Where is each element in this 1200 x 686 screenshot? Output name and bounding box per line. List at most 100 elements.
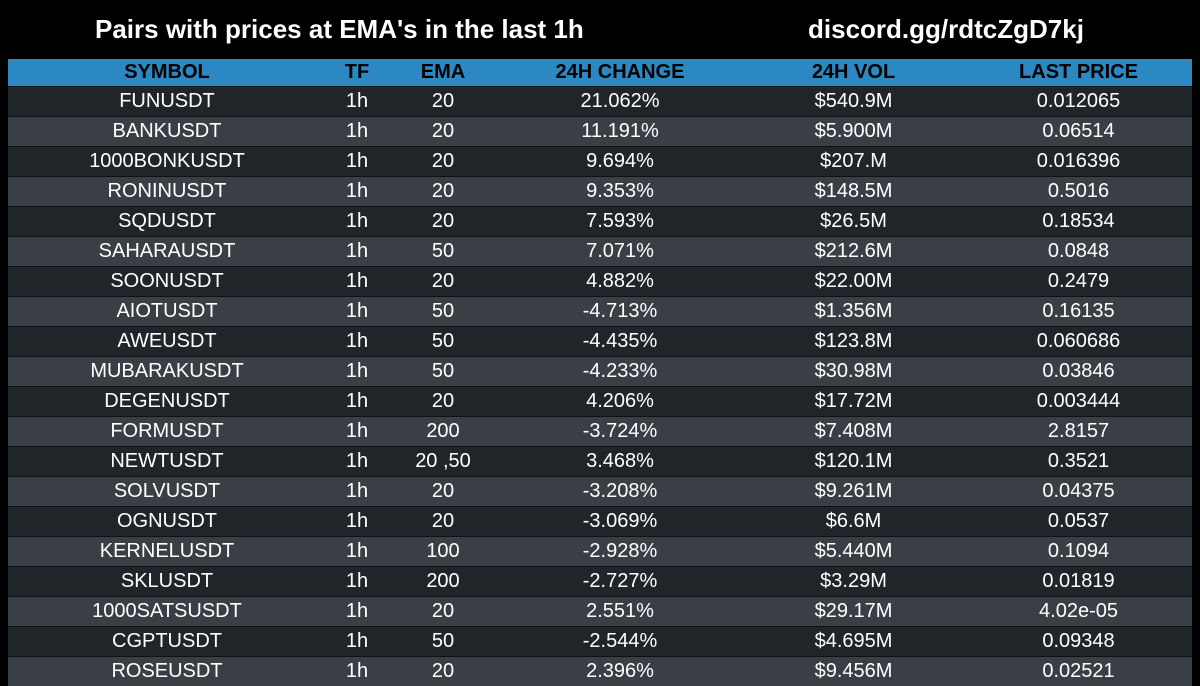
volume-cell: $212.6M	[742, 237, 965, 267]
symbol-cell: CGPTUSDT	[8, 627, 326, 657]
volume-cell: $1.356M	[742, 297, 965, 327]
ema-cell: 20	[388, 387, 498, 417]
tf-cell: 1h	[326, 417, 388, 447]
symbol-cell: SQDUSDT	[8, 207, 326, 237]
tf-cell: 1h	[326, 297, 388, 327]
volume-cell: $30.98M	[742, 357, 965, 387]
ema-cell: 50	[388, 327, 498, 357]
tf-cell: 1h	[326, 447, 388, 477]
change-cell: 11.191%	[498, 117, 742, 147]
tf-cell: 1h	[326, 537, 388, 567]
change-cell: -3.724%	[498, 417, 742, 447]
discord-link[interactable]: discord.gg/rdtcZgD7kj	[808, 14, 1084, 45]
ema-cell: 50	[388, 627, 498, 657]
volume-cell: $29.17M	[742, 597, 965, 627]
volume-cell: $9.261M	[742, 477, 965, 507]
price-cell: 0.16135	[965, 297, 1192, 327]
symbol-cell: SOLVUSDT	[8, 477, 326, 507]
change-cell: -4.713%	[498, 297, 742, 327]
tf-cell: 1h	[326, 567, 388, 597]
header: Pairs with prices at EMA's in the last 1…	[0, 0, 1200, 60]
change-cell: 4.882%	[498, 267, 742, 297]
change-cell: -2.544%	[498, 627, 742, 657]
tf-cell: 1h	[326, 117, 388, 147]
price-cell: 0.0537	[965, 507, 1192, 537]
symbol-cell: KERNELUSDT	[8, 537, 326, 567]
tf-cell: 1h	[326, 387, 388, 417]
column-header-last-price[interactable]: LAST PRICE	[965, 59, 1192, 87]
column-header-24h-vol[interactable]: 24H VOL	[742, 59, 965, 87]
symbol-cell: SAHARAUSDT	[8, 237, 326, 267]
price-cell: 0.03846	[965, 357, 1192, 387]
volume-cell: $22.00M	[742, 267, 965, 297]
change-cell: -4.233%	[498, 357, 742, 387]
ema-cell: 20	[388, 147, 498, 177]
symbol-cell: ROSEUSDT	[8, 657, 326, 686]
ema-cell: 20	[388, 207, 498, 237]
change-cell: 3.468%	[498, 447, 742, 477]
change-cell: -4.435%	[498, 327, 742, 357]
pairs-table: SYMBOL TF EMA 24H CHANGE 24H VOL LAST PR…	[8, 59, 1192, 686]
volume-cell: $5.440M	[742, 537, 965, 567]
price-cell: 0.3521	[965, 447, 1192, 477]
tf-cell: 1h	[326, 507, 388, 537]
symbol-cell: BANKUSDT	[8, 117, 326, 147]
volume-cell: $7.408M	[742, 417, 965, 447]
volume-cell: $120.1M	[742, 447, 965, 477]
price-cell: 0.06514	[965, 117, 1192, 147]
column-header-tf[interactable]: TF	[326, 59, 388, 87]
column-header-ema[interactable]: EMA	[388, 59, 498, 87]
column-header-symbol[interactable]: SYMBOL	[8, 59, 326, 87]
tf-cell: 1h	[326, 657, 388, 686]
change-cell: 7.071%	[498, 237, 742, 267]
change-cell: 9.694%	[498, 147, 742, 177]
price-cell: 0.016396	[965, 147, 1192, 177]
price-cell: 0.02521	[965, 657, 1192, 686]
volume-cell: $9.456M	[742, 657, 965, 686]
ema-cell: 20	[388, 507, 498, 537]
symbol-cell: DEGENUSDT	[8, 387, 326, 417]
price-cell: 4.02e-05	[965, 597, 1192, 627]
change-cell: 21.062%	[498, 87, 742, 117]
ema-cell: 20	[388, 177, 498, 207]
table-header-row: SYMBOL TF EMA 24H CHANGE 24H VOL LAST PR…	[8, 59, 1192, 87]
volume-cell: $3.29M	[742, 567, 965, 597]
tf-cell: 1h	[326, 177, 388, 207]
ema-cell: 20 ,50	[388, 447, 498, 477]
change-cell: -2.727%	[498, 567, 742, 597]
symbol-cell: NEWTUSDT	[8, 447, 326, 477]
symbol-cell: RONINUSDT	[8, 177, 326, 207]
ema-cell: 20	[388, 657, 498, 686]
price-cell: 0.0848	[965, 237, 1192, 267]
price-cell: 0.01819	[965, 567, 1192, 597]
ema-cell: 20	[388, 117, 498, 147]
tf-cell: 1h	[326, 327, 388, 357]
tf-cell: 1h	[326, 87, 388, 117]
ema-cell: 200	[388, 567, 498, 597]
symbol-cell: SKLUSDT	[8, 567, 326, 597]
price-cell: 2.8157	[965, 417, 1192, 447]
ema-cell: 20	[388, 267, 498, 297]
column-header-24h-change[interactable]: 24H CHANGE	[498, 59, 742, 87]
tf-cell: 1h	[326, 237, 388, 267]
